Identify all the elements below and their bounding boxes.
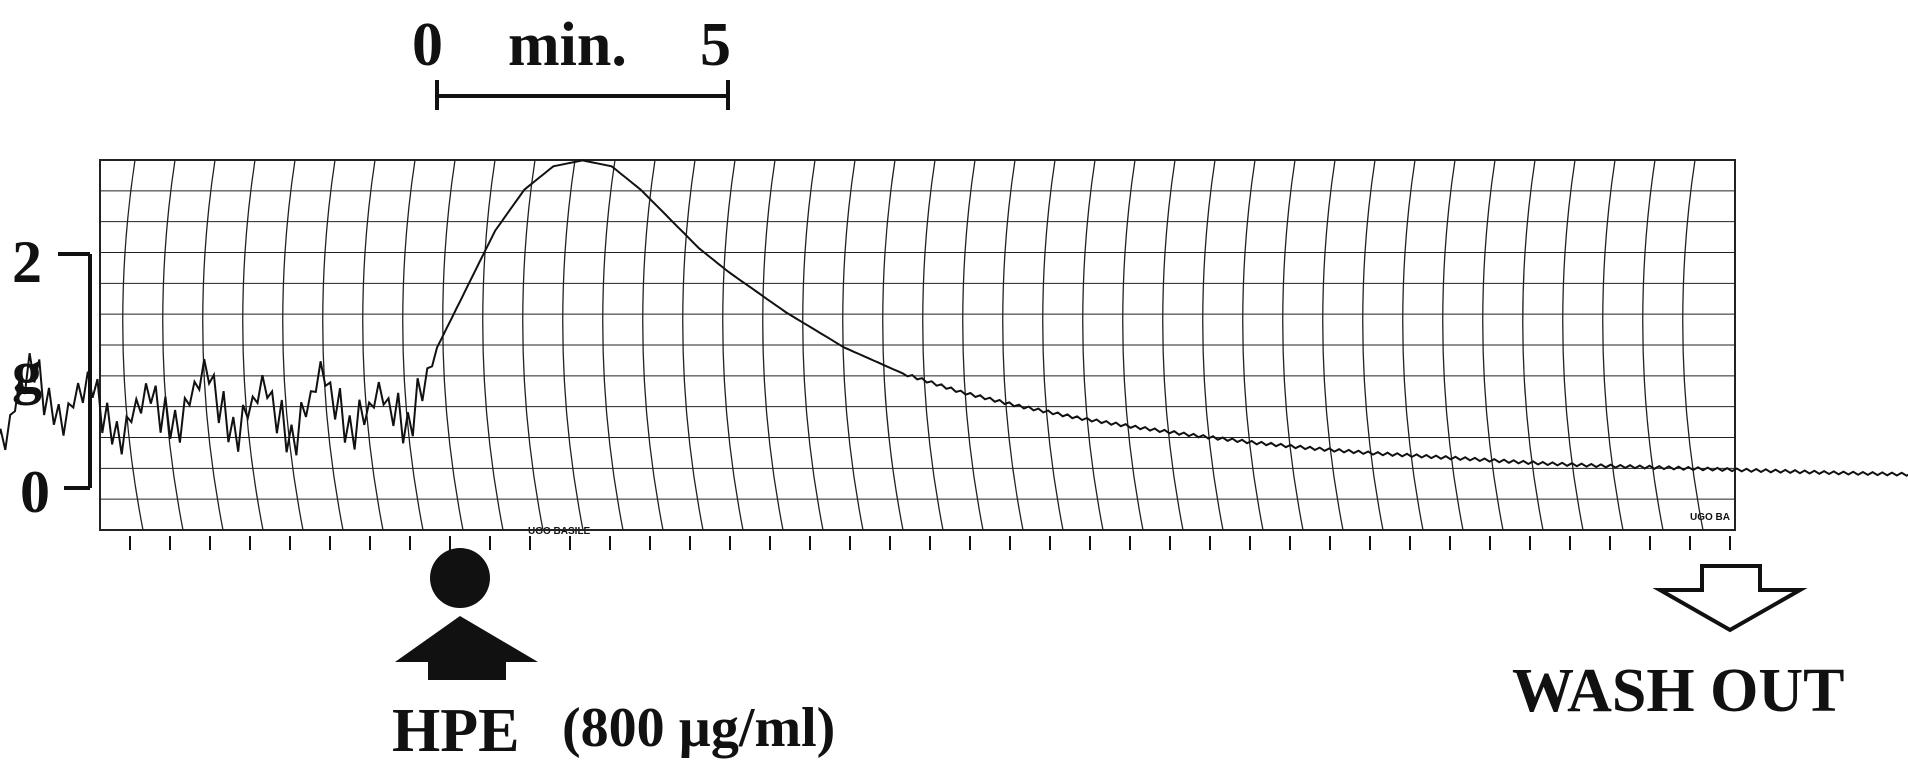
grid-v-line: [1322, 159, 1344, 531]
chart-grid: [99, 159, 1736, 531]
y-scale-top-label: 2: [12, 229, 42, 295]
grid-v-line: [362, 159, 384, 531]
wash-out-label: WASH OUT: [1512, 657, 1845, 725]
grid-v-line: [402, 159, 424, 531]
grid-v-line: [802, 159, 824, 531]
grid-v-line: [282, 159, 304, 531]
grid-v-line: [1402, 159, 1424, 531]
contraction-trace: [0, 159, 1908, 477]
grid-v-line: [722, 159, 744, 531]
grid-v-line: [642, 159, 664, 531]
scale-bar-unit: min.: [508, 11, 627, 79]
grid-v-line: [762, 159, 784, 531]
grid-v-line: [682, 159, 704, 531]
hpe-arrow-icon: [395, 616, 538, 680]
grid-v-line: [442, 159, 464, 531]
grid-v-line: [122, 159, 144, 531]
grid-v-line: [1162, 159, 1184, 531]
grid-v-line: [1482, 159, 1504, 531]
force-scale-bar: [58, 252, 92, 490]
recorder-mark-right: UGO BA: [1690, 512, 1730, 523]
grid-v-line: [562, 159, 584, 531]
time-scale-bar: [435, 80, 730, 110]
grid-v-line: [922, 159, 944, 531]
application-dot-marker: [430, 548, 490, 608]
grid-v-line: [962, 159, 984, 531]
grid-v-line: [1002, 159, 1024, 531]
grid-v-line: [322, 159, 344, 531]
grid-v-line: [1522, 159, 1544, 531]
recorder-mark: UGO BASILE: [528, 526, 591, 537]
grid-v-line: [1082, 159, 1104, 531]
paper-tick-marks: [129, 536, 1731, 550]
grid-v-line: [162, 159, 184, 531]
grid-v-line: [1602, 159, 1624, 531]
wash-out-arrow-icon: [1652, 564, 1808, 633]
hpe-label-concentration: (800 µg/ml): [562, 697, 836, 759]
grid-v-line: [1642, 159, 1664, 531]
grid-v-line: [242, 159, 264, 531]
grid-v-line: [1202, 159, 1224, 531]
grid-v-line: [522, 159, 544, 531]
grid-v-line: [1442, 159, 1464, 531]
grid-v-line: [842, 159, 864, 531]
hpe-label-name: HPE: [392, 697, 520, 765]
grid-v-line: [882, 159, 904, 531]
grid-v-line: [602, 159, 624, 531]
grid-v-line: [1682, 159, 1704, 531]
scale-bar-start: 0: [412, 11, 443, 79]
grid-v-line: [1042, 159, 1064, 531]
grid-v-line: [1282, 159, 1304, 531]
grid-v-line: [202, 159, 224, 531]
grid-v-line: [1122, 159, 1144, 531]
grid-v-line: [1562, 159, 1584, 531]
y-scale-bottom-label: 0: [20, 459, 50, 525]
grid-v-line: [482, 159, 504, 531]
grid-v-line: [1362, 159, 1384, 531]
grid-v-line: [1242, 159, 1264, 531]
scale-bar-end: 5: [700, 11, 731, 79]
